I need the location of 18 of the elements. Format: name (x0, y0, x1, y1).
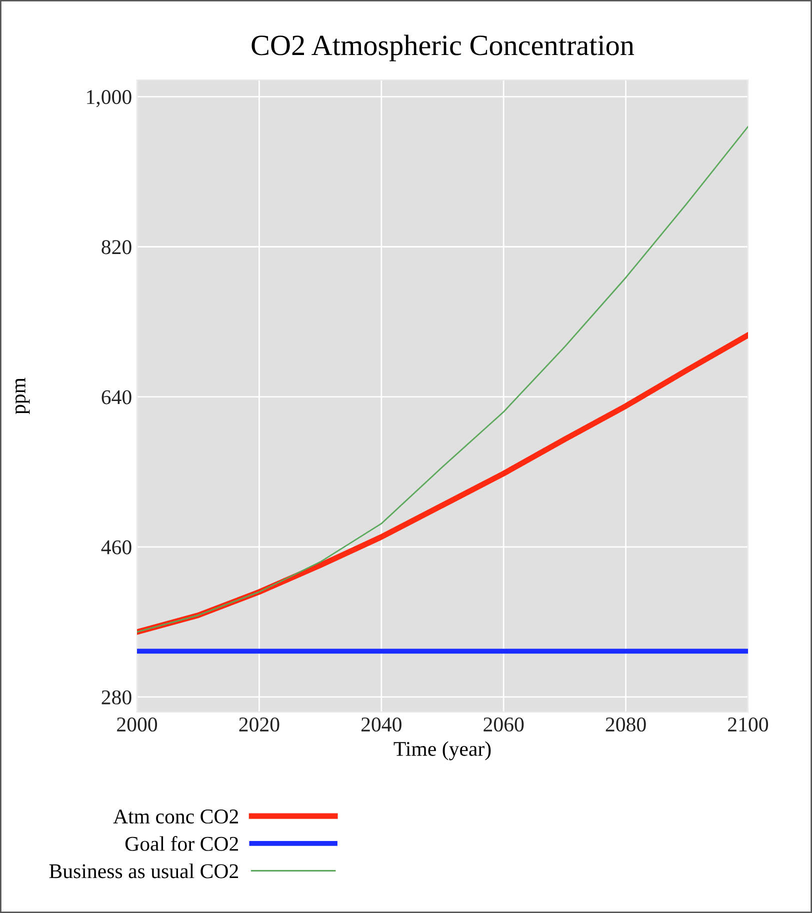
legend-label: Atm conc CO2 (113, 810, 238, 824)
y-axis-title: ppm (15, 378, 30, 414)
x-tick-label: 2040 (361, 717, 402, 732)
legend-label: Business as usual CO2 (49, 864, 238, 878)
y-tick-label: 1,000 (87, 90, 132, 108)
y-tick-label: 460 (101, 540, 132, 554)
x-axis-title: Time (year) (394, 741, 491, 760)
x-tick-label: 2100 (728, 717, 768, 732)
x-tick-label: 2020 (239, 717, 280, 732)
y-tick-label: 640 (102, 390, 132, 404)
x-tick-label: 2000 (117, 717, 158, 732)
line-series (137, 126, 748, 633)
legend-label: Goal for CO2 (125, 836, 238, 851)
x-tick-label: 2060 (484, 717, 524, 732)
chart-title: CO2 Atmospheric Concentration (252, 34, 634, 62)
x-tick-label: 2080 (606, 717, 646, 732)
y-tick-label: 280 (102, 690, 132, 704)
y-tick-label: 820 (102, 240, 132, 254)
